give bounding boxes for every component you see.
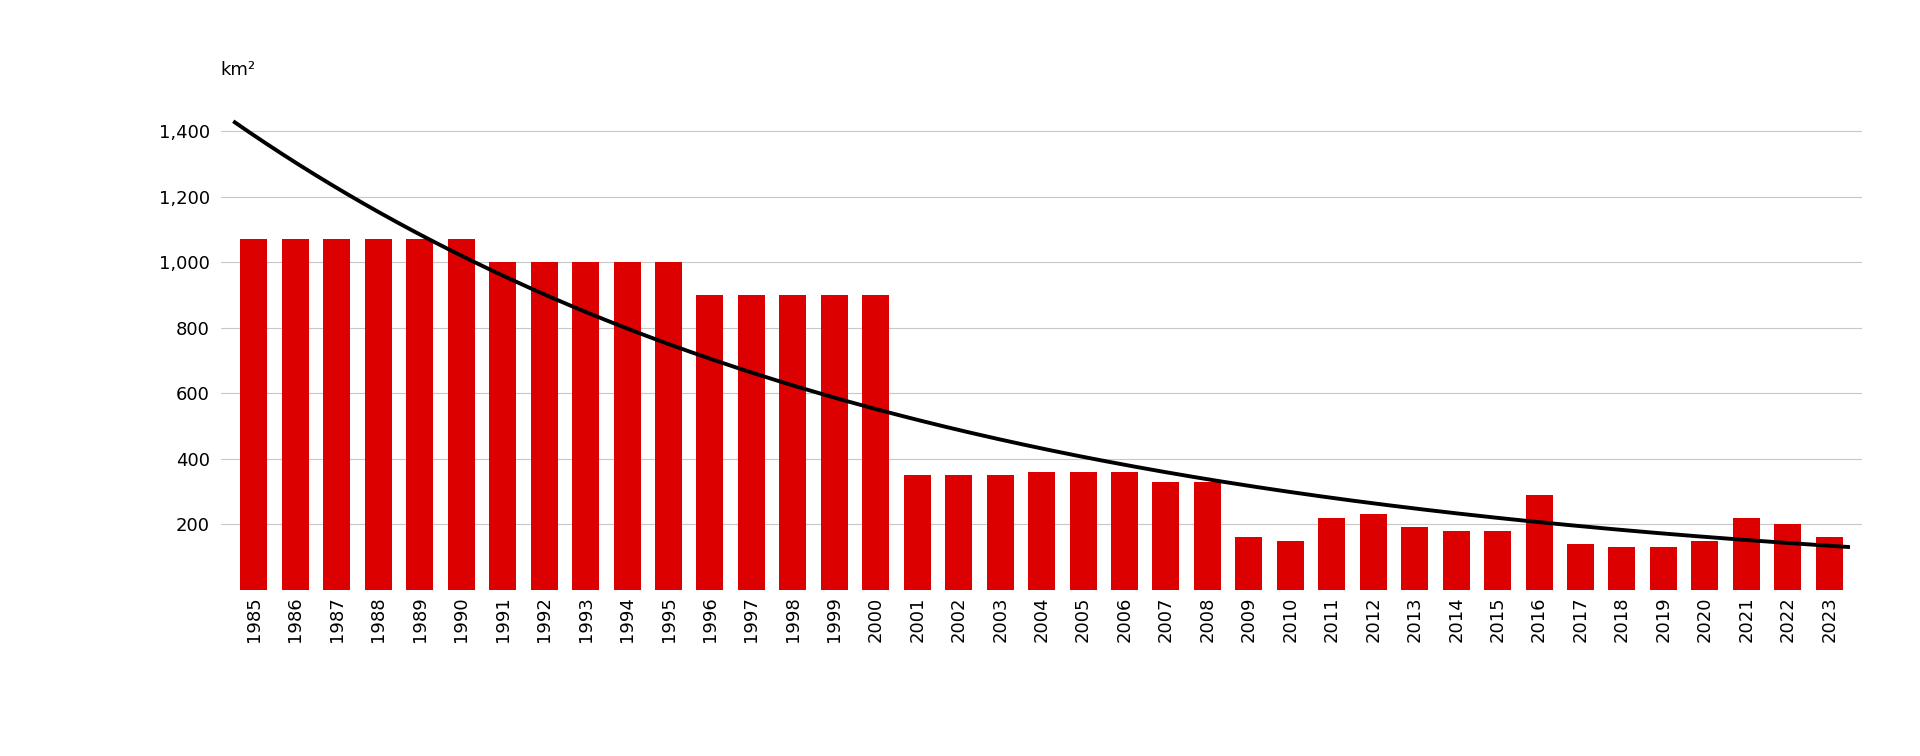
- Bar: [822, 295, 849, 590]
- Bar: [1692, 541, 1718, 590]
- Bar: [490, 262, 516, 590]
- Bar: [282, 239, 309, 590]
- Bar: [945, 475, 972, 590]
- Bar: [530, 262, 557, 590]
- Bar: [1194, 482, 1221, 590]
- Bar: [1277, 541, 1304, 590]
- Bar: [1484, 531, 1511, 590]
- Bar: [1359, 514, 1386, 590]
- Bar: [1816, 538, 1843, 590]
- Bar: [1442, 531, 1469, 590]
- Bar: [904, 475, 931, 590]
- Bar: [1235, 538, 1261, 590]
- Bar: [240, 239, 267, 590]
- Bar: [1027, 472, 1056, 590]
- Bar: [1112, 472, 1139, 590]
- Bar: [1734, 518, 1761, 590]
- Bar: [1609, 547, 1636, 590]
- Bar: [655, 262, 682, 590]
- Bar: [862, 295, 889, 590]
- Bar: [572, 262, 599, 590]
- Bar: [780, 295, 806, 590]
- Bar: [1526, 494, 1553, 590]
- Bar: [697, 295, 724, 590]
- Text: km²: km²: [221, 60, 255, 79]
- Bar: [1649, 547, 1676, 590]
- Bar: [1567, 544, 1594, 590]
- Bar: [1152, 482, 1179, 590]
- Bar: [987, 475, 1014, 590]
- Bar: [407, 239, 434, 590]
- Bar: [1319, 518, 1346, 590]
- Bar: [614, 262, 641, 590]
- Bar: [447, 239, 474, 590]
- Bar: [365, 239, 392, 590]
- Bar: [1774, 524, 1801, 590]
- Bar: [323, 239, 349, 590]
- Bar: [737, 295, 764, 590]
- Bar: [1402, 528, 1428, 590]
- Bar: [1069, 472, 1096, 590]
